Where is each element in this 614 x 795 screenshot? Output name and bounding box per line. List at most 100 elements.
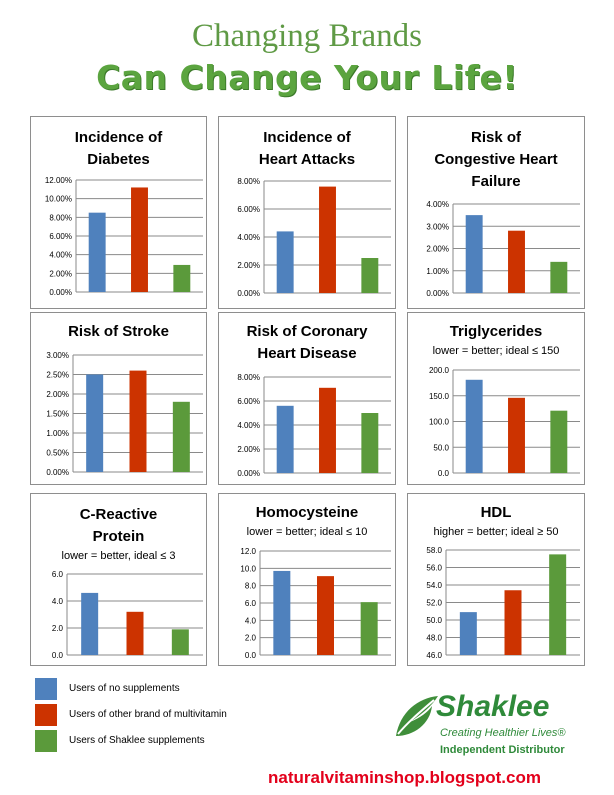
y-tick-label: 0.00%	[46, 468, 69, 477]
chart-panel: Incidence of Heart Attacks 0.00% 2.00% 4.00%…	[218, 116, 396, 309]
y-tick-label: 0.50%	[46, 449, 69, 458]
y-tick-label: 52.0	[426, 599, 442, 608]
chart-title: Risk of Coronary	[246, 323, 368, 340]
bar	[131, 187, 148, 292]
y-tick-label: 0.00%	[426, 289, 449, 298]
y-tick-label: 4.00%	[237, 421, 260, 430]
y-tick-label: 4.0	[52, 597, 64, 606]
legend-label: Users of no supplements	[69, 683, 180, 694]
y-tick-label: 1.50%	[46, 410, 69, 419]
chart-panel: Homocysteine lower = better; ideal ≤ 10 0.…	[218, 493, 396, 666]
chart-plot: 0.0 50.0 100.0 150.0 200.0	[429, 366, 580, 478]
chart-title: HDL	[480, 504, 512, 521]
bar	[126, 611, 144, 655]
bar	[465, 215, 483, 293]
chart-plot: 0.00% 2.00% 4.00% 6.00% 8.00%	[237, 373, 391, 478]
footer-url: naturalvitaminshop.blogspot.com	[268, 768, 541, 787]
bar	[550, 261, 568, 293]
bar	[508, 397, 525, 473]
bar	[273, 570, 291, 655]
chart-panel: C-Reactive Protein lower = better, ideal ≤…	[30, 493, 207, 666]
y-tick-label: 0.0	[245, 651, 257, 660]
bar	[459, 612, 477, 655]
y-tick-label: 1.00%	[46, 429, 69, 438]
bar	[360, 602, 378, 655]
y-tick-label: 8.00%	[237, 177, 260, 186]
chart-title: Failure	[471, 173, 521, 190]
y-tick-label: 0.00%	[237, 469, 260, 478]
chart-panel: Incidence of Diabetes 0.00% 2.00% 4.00% 6.00%…	[30, 116, 207, 309]
y-tick-label: 58.0	[426, 546, 442, 555]
chart-subtitle: lower = better; ideal ≤ 150	[432, 345, 560, 357]
bar	[88, 212, 106, 292]
bar	[504, 590, 522, 655]
chart-plot: 0.00% 2.00% 4.00% 6.00% 8.00% 10.00% 12.00%	[45, 176, 203, 297]
legend-swatch	[35, 704, 57, 726]
legend-swatch	[35, 678, 57, 700]
bar	[361, 258, 379, 293]
chart-title: Heart Disease	[257, 345, 357, 362]
page-title-line2: Can Change Your Life!	[96, 58, 518, 97]
chart-plot: 0.0 2.0 4.0 6.0 8.0 10.0 12.0	[240, 547, 391, 660]
y-tick-label: 6.00%	[237, 397, 260, 406]
bar	[319, 186, 336, 293]
y-tick-label: 2.00%	[46, 390, 69, 399]
y-tick-label: 2.00%	[237, 445, 260, 454]
leaf-logo-icon	[396, 696, 438, 736]
bar	[319, 387, 336, 473]
chart-title: Homocysteine	[255, 504, 359, 521]
y-tick-label: 2.0	[245, 634, 257, 643]
y-tick-label: 6.0	[52, 570, 64, 579]
page-title-line1: Changing Brands	[191, 18, 423, 54]
y-tick-label: 0.0	[438, 469, 450, 478]
y-tick-label: 2.00%	[426, 245, 449, 254]
bar	[317, 576, 334, 655]
y-tick-label: 6.00%	[49, 232, 72, 241]
y-tick-label: 10.00%	[45, 195, 72, 204]
chart-subtitle: lower = better; ideal ≤ 10	[246, 526, 368, 538]
chart-title: Incidence of	[74, 129, 163, 146]
bar	[129, 370, 147, 472]
y-tick-label: 2.00%	[49, 269, 72, 278]
chart-title: Triglycerides	[449, 323, 543, 340]
y-tick-label: 150.0	[429, 392, 450, 401]
y-tick-label: 56.0	[426, 564, 442, 573]
y-tick-label: 4.00%	[49, 251, 72, 260]
chart-title: Risk of	[470, 129, 521, 146]
y-tick-label: 0.00%	[49, 288, 72, 297]
y-tick-label: 4.0	[245, 616, 257, 625]
y-tick-label: 46.0	[426, 651, 442, 660]
y-tick-label: 12.00%	[45, 176, 72, 185]
bar	[276, 231, 294, 293]
legend-label: Users of Shaklee supplements	[69, 735, 205, 746]
legend-swatch	[35, 730, 57, 752]
bar	[508, 230, 525, 293]
y-tick-label: 0.00%	[237, 289, 260, 298]
y-tick-label: 6.00%	[237, 205, 260, 214]
bar	[361, 413, 379, 473]
bar	[81, 592, 99, 655]
y-tick-label: 54.0	[426, 581, 442, 590]
bar	[86, 374, 104, 472]
bar	[171, 629, 189, 655]
chart-plot: 0.00% 0.50% 1.00% 1.50% 2.00% 2.50% 3.00%	[46, 351, 203, 477]
y-tick-label: 2.50%	[46, 371, 69, 380]
logo-distributor: Independent Distributor	[440, 744, 565, 756]
y-tick-label: 2.00%	[237, 261, 260, 270]
legend-label: Users of other brand of multivitamin	[69, 709, 227, 720]
y-tick-label: 100.0	[429, 418, 450, 427]
chart-panel: Triglycerides lower = better; ideal ≤ 150…	[407, 312, 585, 485]
chart-plot: 0.00% 1.00% 2.00% 3.00% 4.00%	[426, 200, 580, 298]
chart-panel: Risk of Congestive Heart Failure 0.00% 1.00%…	[407, 116, 585, 309]
chart-title: Incidence of	[263, 129, 351, 146]
chart-title: Diabetes	[87, 151, 150, 168]
chart-title: Heart Attacks	[258, 151, 356, 168]
logo-tagline: Creating Healthier Lives®	[440, 727, 566, 739]
chart-panel: Risk of Coronary Heart Disease 0.00% 2.00% 4…	[218, 312, 396, 485]
y-tick-label: 1.00%	[426, 267, 449, 276]
bar	[550, 410, 568, 473]
chart-title: Risk of Stroke	[68, 323, 169, 340]
chart-panel: Risk of Stroke 0.00% 0.50% 1.00% 1.50% 2.00% 2…	[30, 312, 207, 485]
bar	[465, 379, 483, 473]
y-tick-label: 8.00%	[237, 373, 260, 382]
